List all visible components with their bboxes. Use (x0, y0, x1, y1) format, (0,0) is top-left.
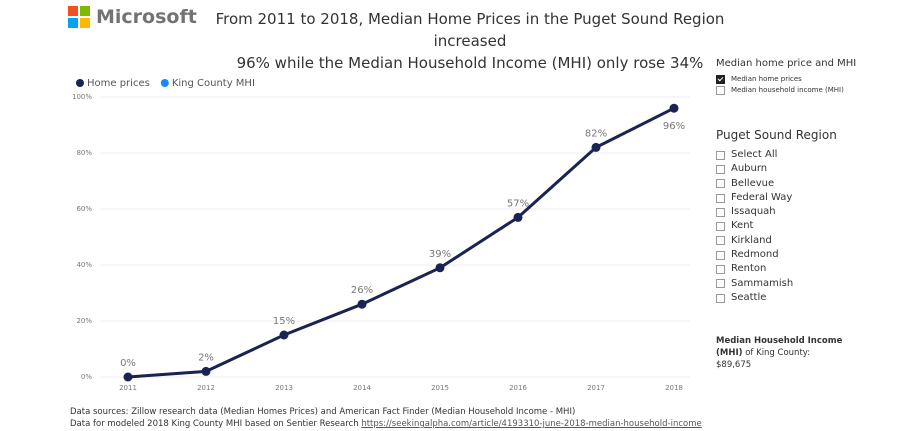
measure-slicer: Median home price and MHI Median home pr… (716, 58, 856, 96)
point (591, 142, 601, 152)
checkbox[interactable] (716, 279, 725, 289)
point (513, 212, 523, 222)
x-tick-label: 2018 (665, 384, 683, 392)
slicer-option[interactable]: Bellevue (716, 177, 837, 191)
checkbox[interactable] (716, 236, 725, 246)
y-tick-label: 20% (76, 317, 92, 325)
checkbox[interactable] (716, 86, 725, 95)
logo: Microsoft (68, 6, 197, 28)
point (669, 103, 679, 113)
checkbox[interactable] (716, 250, 725, 260)
data-label: 0% (120, 358, 136, 369)
option-label: Seattle (731, 291, 767, 303)
slicer-option[interactable]: Select All (716, 148, 837, 162)
logo-text: Microsoft (96, 6, 197, 28)
x-tick-label: 2016 (509, 384, 527, 392)
option-label: Renton (731, 263, 767, 275)
data-label: 96% (663, 121, 685, 132)
region-slicer: Puget Sound Region Select All Auburn Belle… (716, 128, 837, 305)
checkbox[interactable] (716, 265, 725, 275)
x-tick-label: 2013 (275, 384, 293, 392)
slicer-option[interactable]: Redmond (716, 248, 837, 262)
footer-line: Data sources: Zillow research data (Medi… (70, 407, 576, 417)
option-label: Median home prices (731, 75, 802, 83)
legend-label: Home prices (87, 78, 150, 89)
mhi-note: Median Household Income (MHI) of King Co… (716, 335, 846, 371)
footer-text: Data for modeled 2018 King County MHI ba… (70, 419, 359, 429)
x-tick-label: 2012 (197, 384, 215, 392)
data-label: 15% (273, 316, 295, 327)
x-tick-label: 2017 (587, 384, 605, 392)
slicer-option[interactable]: Median household income (MHI) (716, 85, 856, 96)
slicer-option[interactable]: Federal Way (716, 191, 837, 205)
point (435, 263, 445, 273)
slicer-option[interactable]: Seattle (716, 291, 837, 305)
data-label: 26% (351, 285, 373, 296)
x-tick-label: 2011 (119, 384, 137, 392)
title-line: 96% while the Median Household Income (M… (236, 54, 704, 72)
option-label: Kirkland (731, 234, 772, 246)
slicer-option[interactable]: Median home prices (716, 74, 856, 85)
chart: 0% 20% 40% 60% 80% 100% 2011 2012 2013 2014 2015 20… (72, 78, 690, 392)
x-tick-label: 2015 (431, 384, 449, 392)
checkbox[interactable] (716, 150, 725, 160)
slicer-option[interactable]: Auburn (716, 162, 837, 176)
y-tick-label: 100% (72, 93, 92, 101)
point (123, 372, 133, 382)
note-value: $89,675 (716, 360, 752, 370)
point (201, 366, 211, 376)
x-tick-label: 2014 (353, 384, 371, 392)
checkbox[interactable] (716, 75, 725, 84)
slicer-option[interactable]: Sammamish (716, 277, 837, 291)
y-tick-label: 80% (76, 149, 92, 157)
checkbox[interactable] (716, 207, 725, 217)
footer-line: Data for modeled 2018 King County MHI ba… (70, 418, 702, 430)
option-label: Bellevue (731, 177, 775, 189)
y-tick-label: 0% (81, 373, 92, 381)
y-tick-label: 60% (76, 205, 92, 213)
option-label: Median household income (MHI) (731, 86, 844, 94)
legend-marker (76, 79, 84, 87)
data-label: 39% (429, 249, 451, 260)
option-label: Federal Way (731, 191, 793, 203)
legend-marker (160, 79, 169, 87)
slicer-option[interactable]: Kirkland (716, 234, 837, 248)
note-text: of King County: (745, 348, 811, 358)
source-link[interactable]: https://seekingalpha.com/article/4193310… (361, 419, 702, 429)
title-line: From 2011 to 2018, Median Home Prices in… (215, 10, 725, 50)
point (279, 330, 289, 340)
checkbox[interactable] (716, 193, 725, 203)
checkbox[interactable] (716, 179, 725, 189)
checkbox[interactable] (716, 222, 725, 232)
note-bold: Median Household Income (MHI) (716, 336, 843, 358)
option-label: Sammamish (731, 277, 794, 289)
slicer-option[interactable]: Issaquah (716, 205, 837, 219)
slicer-option[interactable]: Kent (716, 219, 837, 233)
option-label: Auburn (731, 163, 768, 175)
y-tick-label: 40% (76, 261, 92, 269)
report-title: From 2011 to 2018, Median Home Prices in… (190, 8, 750, 74)
slicer-title: Median home price and MHI (716, 58, 857, 69)
data-label: 2% (198, 352, 214, 363)
option-label: Issaquah (731, 206, 776, 218)
option-label: Select All (731, 149, 778, 160)
slicer-option[interactable]: Renton (716, 262, 837, 276)
legend-label: King County MHI (172, 78, 255, 89)
checkbox[interactable] (716, 293, 725, 303)
data-label: 57% (507, 198, 529, 209)
footer: Data sources: Zillow research data (Medi… (70, 406, 702, 430)
point (357, 299, 367, 309)
option-label: Redmond (731, 249, 779, 261)
data-label: 82% (585, 128, 607, 139)
slicer-title: Puget Sound Region (716, 128, 837, 142)
checkbox[interactable] (716, 164, 725, 174)
logo-icon (68, 6, 90, 28)
line (127, 106, 675, 379)
option-label: Kent (731, 220, 754, 232)
